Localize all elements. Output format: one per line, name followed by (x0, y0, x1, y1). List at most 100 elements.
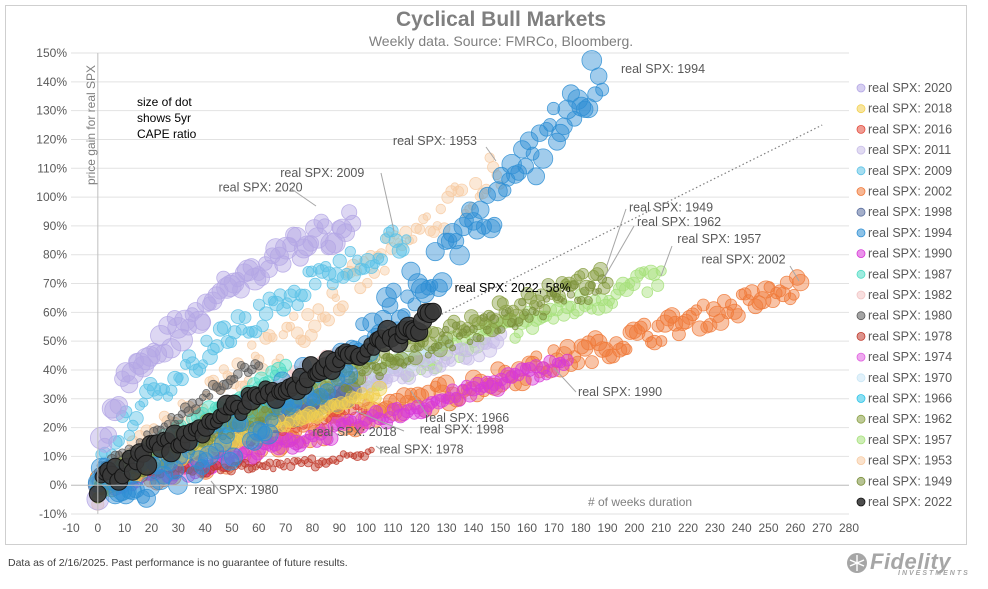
data-point (253, 298, 266, 311)
legend-marker (856, 125, 866, 134)
data-point (308, 277, 322, 291)
data-point (382, 353, 391, 362)
data-point (576, 295, 586, 305)
data-point (385, 282, 402, 299)
x-tick-label: 100 (356, 521, 376, 535)
data-point (580, 286, 590, 297)
legend-marker (856, 207, 866, 217)
legend-entry: real SPX: 1978 (868, 329, 952, 343)
data-point (173, 372, 184, 383)
data-point (519, 131, 539, 151)
data-point (298, 288, 312, 303)
data-point (312, 303, 325, 315)
data-point (238, 311, 252, 324)
data-point (401, 234, 412, 245)
chart-subtitle: Weekly data. Source: FMRCo, Bloomberg. (369, 33, 633, 49)
data-point (542, 294, 551, 303)
data-point (775, 286, 792, 303)
legend-entry: real SPX: 1953 (868, 454, 952, 468)
data-point (615, 340, 631, 356)
data-point (422, 212, 431, 221)
trend-line (97, 124, 823, 486)
data-point (637, 317, 652, 332)
data-point (242, 326, 255, 339)
data-point (651, 319, 665, 333)
data-point (401, 261, 421, 281)
data-point (461, 201, 479, 220)
legend-entry: real SPX: 2002 (868, 185, 952, 199)
data-point (493, 327, 508, 342)
data-point (536, 361, 550, 375)
data-point (307, 454, 317, 464)
logo-subtext: INVESTMENTS (898, 570, 970, 577)
annotation-label: real SPX: 1966 (425, 411, 509, 425)
annotation-label: real SPX: 1998 (420, 422, 504, 436)
data-point (192, 362, 207, 376)
legend-entry: real SPX: 2011 (868, 143, 951, 157)
data-point (262, 329, 276, 342)
data-point (481, 218, 501, 239)
leader-line (410, 390, 429, 417)
size-note-line: shows 5yr (137, 111, 191, 125)
data-point (341, 204, 358, 221)
legend-entry: real SPX: 1987 (868, 267, 952, 281)
data-point (227, 325, 242, 340)
leader-line (553, 367, 577, 393)
data-point (214, 434, 232, 453)
data-point (511, 323, 519, 331)
data-point (518, 297, 527, 307)
legend-marker (856, 331, 866, 341)
legend-entry: real SPX: 1982 (868, 288, 952, 302)
axes: -10% 0% 10% 20% 30% 40% 50% 60% 70% 80% 90% 100% 110… (36, 46, 859, 535)
data-point (497, 325, 506, 334)
data-point (402, 371, 417, 385)
data-point (471, 200, 490, 219)
data-point (498, 183, 512, 197)
data-point (521, 362, 537, 377)
data-point (344, 384, 353, 394)
data-point (451, 321, 461, 330)
legend-marker (856, 228, 866, 238)
data-point (274, 255, 292, 273)
data-point (177, 399, 187, 408)
data-point (593, 261, 608, 277)
data-point (449, 344, 457, 352)
data-point (200, 334, 213, 347)
x-tick-label: 80 (306, 521, 320, 535)
data-point (342, 413, 354, 426)
legend-marker (856, 187, 866, 196)
data-point (626, 276, 641, 291)
data-point (327, 419, 341, 433)
data-point (464, 212, 483, 231)
data-point (403, 357, 412, 366)
legend-marker (856, 290, 866, 300)
x-tick-label: 60 (252, 521, 266, 535)
data-point (279, 358, 293, 372)
data-point (509, 367, 521, 379)
data-point (185, 356, 200, 371)
data-point (240, 362, 250, 373)
data-point (121, 361, 144, 385)
data-point (348, 370, 356, 378)
data-point (383, 373, 394, 385)
data-point (259, 259, 278, 278)
data-point (317, 405, 331, 418)
x-tick-label: 110 (383, 521, 402, 535)
data-point (690, 304, 703, 316)
data-point (489, 314, 500, 324)
data-point (589, 294, 602, 307)
data-point (578, 98, 599, 119)
data-point (435, 341, 443, 350)
data-point (554, 356, 567, 369)
data-point (267, 332, 278, 343)
data-point (441, 190, 455, 204)
data-point (551, 289, 566, 304)
data-point (321, 458, 331, 468)
annotation-label: real SPX: 2022, 58% (455, 281, 571, 295)
data-point (355, 420, 369, 434)
data-point (501, 153, 522, 175)
data-point (486, 216, 503, 233)
data-point (792, 273, 810, 292)
data-point (218, 427, 235, 445)
data-point (273, 288, 287, 302)
